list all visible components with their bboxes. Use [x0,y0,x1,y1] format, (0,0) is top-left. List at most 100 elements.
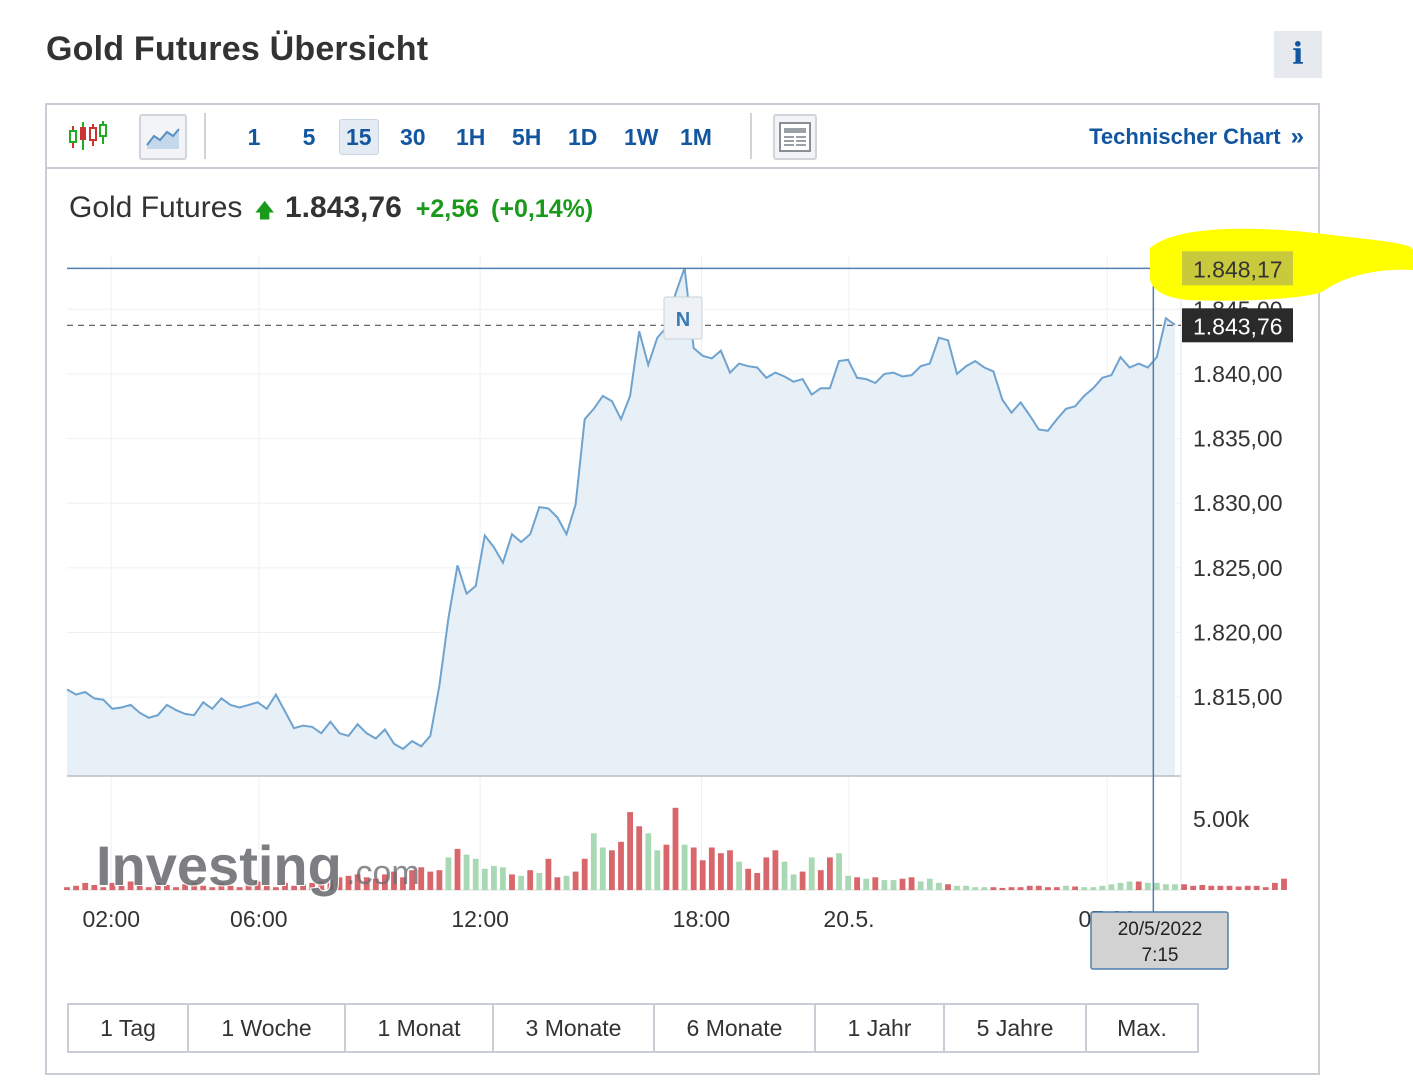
volume-bar [409,870,415,890]
crosshair-time-label: 7:15 [1142,945,1179,966]
y-tick-label: 1.830,00 [1193,490,1283,516]
timeframe-1h[interactable]: 1H [456,123,486,150]
volume-bar [472,858,479,890]
volume-bar [1054,887,1060,890]
volume-bar [1208,885,1215,891]
volume-bar [73,885,79,891]
timeframe-1d[interactable]: 1D [568,123,598,150]
range-1-woche[interactable]: 1 Woche [189,1005,346,1051]
range-6-monate[interactable]: 6 Monate [655,1005,816,1051]
y-tick-label: 1.825,00 [1193,555,1283,581]
volume-bar [999,887,1006,890]
volume-bar [899,878,906,890]
table-view-icon [779,122,811,152]
volume-bar [82,882,89,890]
volume-bar [100,887,107,890]
volume-bar [799,871,806,890]
range-1-jahr[interactable]: 1 Jahr [816,1005,945,1051]
candlestick-chart-button[interactable] [61,114,113,158]
volume-bar [109,882,116,890]
volume-bar [118,885,125,891]
volume-bar [245,884,252,890]
volume-bar [136,884,143,890]
volume-bar [491,865,497,890]
volume-bar [908,877,915,891]
volume-bar [127,881,134,890]
quote-header: Gold Futures 🡅 1.843,76 +2,56 (+0,14%) [69,191,593,230]
volume-bar [227,885,234,891]
volume-bar [527,870,534,890]
range-max[interactable]: Max. [1117,1014,1167,1041]
volume-bar [1144,882,1151,890]
volume-bar [627,812,633,890]
timeframe-1m[interactable]: 1M [680,123,712,150]
range-3-monate[interactable]: 3 Monate [494,1005,655,1051]
info-button[interactable]: i [1274,31,1322,78]
volume-bar [690,847,697,890]
technical-chart-link[interactable]: Technischer Chart » [1089,123,1304,151]
volume-bar [173,887,179,890]
volume-bar [863,878,870,890]
volume-bar [1281,878,1287,890]
technical-chart-label: Technischer Chart [1089,124,1281,149]
volume-bar [563,875,570,890]
last-price-tag [1182,308,1293,343]
news-marker [663,296,703,340]
volume-bar [1199,885,1206,890]
area-chart-button[interactable] [139,114,187,160]
table-view-button[interactable] [773,114,817,160]
range-5-jahre[interactable]: 5 Jahre [945,1005,1087,1051]
volume-bar [400,877,406,891]
volume-bar [545,858,552,890]
volume-bar [500,867,506,890]
volume-bar [1090,887,1097,890]
volume-bar [436,870,443,890]
volume-bar [1081,887,1088,890]
timeframe-1w[interactable]: 1W [624,123,659,150]
volume-bar [145,887,152,890]
volume-bar [1026,885,1033,891]
timeframe-30[interactable]: 30 [400,123,426,150]
volume-bar [1235,886,1242,890]
volume-bar [708,847,715,890]
volume-bar [236,887,243,890]
volume-bar [1135,881,1142,890]
timeframe-15[interactable]: 15 [339,119,379,155]
volume-bar [663,844,670,890]
x-tick-label: 18:00 [673,906,731,932]
range-1-monat[interactable]: 1 Monat [346,1005,494,1051]
x-tick-label: 06:00 [230,906,288,932]
range-1-tag[interactable]: 1 Tag [69,1005,189,1051]
crosshair-price-tag [1182,251,1293,286]
timeframe-5[interactable]: 5 [302,123,316,150]
volume-bar [191,882,198,890]
volume-bar [1190,885,1197,891]
volume-bar [590,833,597,890]
x-tick-label: 20.5. [823,906,874,932]
volume-bar [200,885,207,891]
volume-bar [64,887,70,890]
timeframe-5h[interactable]: 5H [512,123,542,150]
volume-bar [363,877,370,891]
volume-bar [1126,881,1133,890]
volume-bar [672,807,679,890]
volume-bar [727,850,733,890]
volume-bar [845,875,851,890]
timeframe-1[interactable]: 1 [247,123,261,150]
volume-bar [827,857,833,890]
toolbar-divider [750,113,752,159]
y-tick-label: 1.835,00 [1193,426,1283,452]
volume-bar [790,874,797,890]
volume-bar [1262,887,1269,890]
y-tick-label: 1.815,00 [1193,684,1283,710]
volume-bar [1217,885,1224,891]
volume-bar [681,844,688,890]
volume-bar [372,878,379,890]
volume-bar [772,850,779,890]
volume-bar [345,875,352,890]
candlestick-chart-icon [69,121,107,150]
volume-bar [518,875,524,890]
volume-bar [209,887,216,890]
volume-bar [609,850,615,890]
